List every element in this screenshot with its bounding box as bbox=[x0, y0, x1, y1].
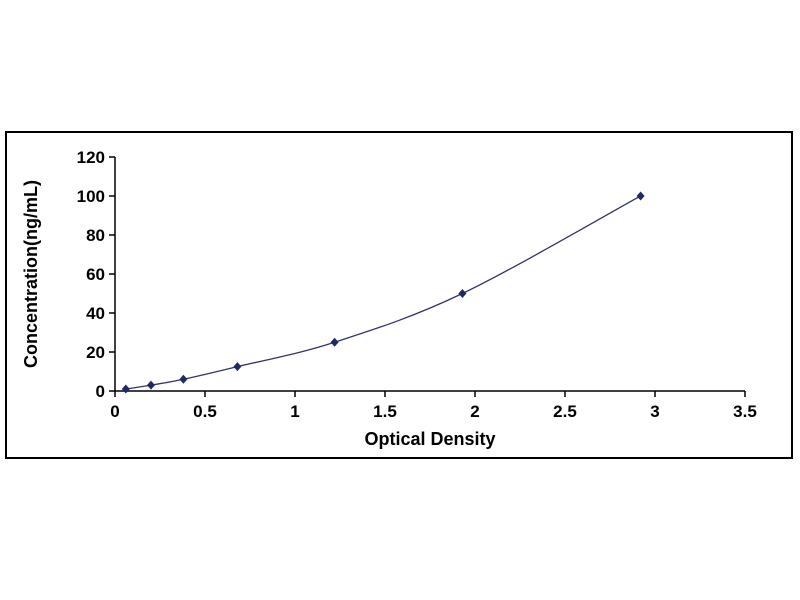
y-tick-label: 40 bbox=[86, 304, 105, 323]
x-tick-label: 1.5 bbox=[373, 402, 397, 421]
y-tick-label: 60 bbox=[86, 265, 105, 284]
x-tick-label: 2.5 bbox=[553, 402, 577, 421]
curve-line bbox=[125, 195, 641, 390]
y-tick-label: 100 bbox=[77, 187, 105, 206]
x-tick-label: 0.5 bbox=[193, 402, 217, 421]
x-tick-label: 3 bbox=[650, 402, 659, 421]
data-point-marker bbox=[233, 362, 242, 372]
figure-border: 0 0.5 1 1.5 2 2.5 3 3.5 0 20 40 60 80 100 120 Optical … bbox=[5, 131, 793, 459]
x-tick-label: 0 bbox=[110, 402, 119, 421]
data-point-marker bbox=[179, 374, 188, 384]
x-tick-label: 1 bbox=[290, 402, 299, 421]
y-axis-title: Concentration(ng/mL) bbox=[21, 180, 41, 368]
standard-curve-chart: 0 0.5 1 1.5 2 2.5 3 3.5 0 20 40 60 80 100 120 Optical … bbox=[21, 148, 757, 449]
y-tick-label: 120 bbox=[77, 148, 105, 167]
x-tick-label: 3.5 bbox=[733, 402, 757, 421]
data-point-marker bbox=[330, 337, 339, 347]
data-point-marker bbox=[147, 380, 155, 390]
y-tick-label: 80 bbox=[86, 226, 105, 245]
x-axis-title: Optical Density bbox=[364, 429, 495, 449]
y-tick-label: 20 bbox=[86, 343, 105, 362]
data-point-marker bbox=[121, 384, 130, 394]
data-point-marker bbox=[458, 289, 467, 298]
x-tick-label: 2 bbox=[470, 402, 479, 421]
data-point-marker bbox=[636, 191, 645, 201]
plot-area: 0 0.5 1 1.5 2 2.5 3 3.5 0 20 40 60 80 100 120 bbox=[77, 148, 757, 421]
y-tick-label: 0 bbox=[96, 382, 105, 401]
